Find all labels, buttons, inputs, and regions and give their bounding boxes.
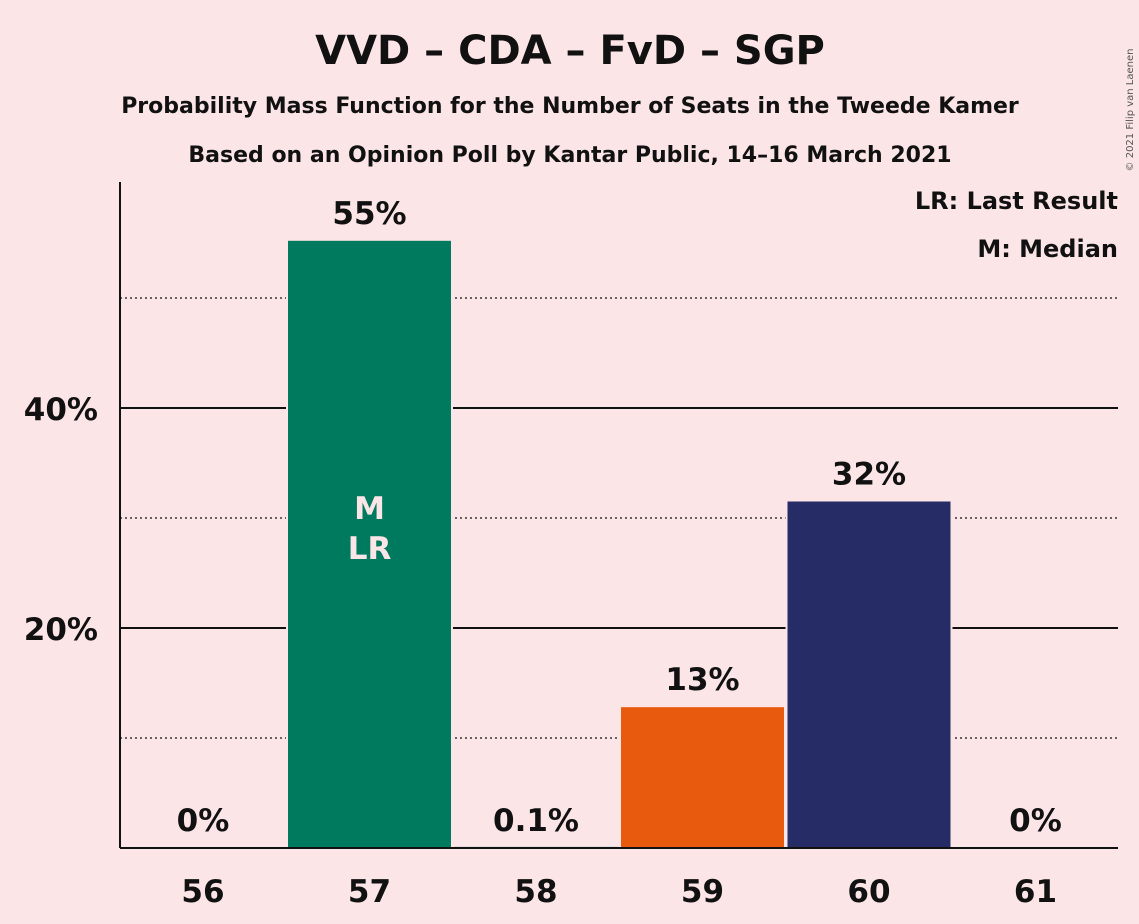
value-label: 55% (332, 196, 406, 232)
y-tick-label: 40% (24, 392, 98, 428)
x-tick-label: 61 (1014, 874, 1057, 910)
chart-subtitle: Probability Mass Function for the Number… (121, 94, 1019, 119)
legend-last-result: LR: Last Result (915, 187, 1118, 215)
chart-title: VVD – CDA – FvD – SGP (315, 28, 825, 74)
value-label: 0.1% (493, 803, 579, 839)
legend-median: M: Median (977, 235, 1118, 263)
median-marker: M (354, 491, 385, 527)
copyright-text: © 2021 Filip van Laenen (1125, 49, 1136, 172)
x-tick-label: 58 (514, 874, 557, 910)
value-label: 13% (665, 662, 739, 698)
axes: 20% 40% 56 57 58 59 60 61 (24, 182, 1118, 910)
y-tick-label: 20% (24, 612, 98, 648)
last-result-marker: LR (348, 531, 392, 567)
x-tick-label: 60 (847, 874, 890, 910)
value-label: 0% (177, 803, 230, 839)
bars (286, 240, 953, 849)
chart-subtitle-source: Based on an Opinion Poll by Kantar Publi… (188, 143, 951, 168)
bar (288, 240, 451, 849)
bar (621, 707, 784, 848)
gridlines (120, 297, 1118, 739)
x-tick-label: 57 (348, 874, 391, 910)
x-tick-label: 56 (181, 874, 224, 910)
value-labels: 0% 55% M LR 0.1% 13% 32% 0% (177, 196, 1062, 839)
value-label: 32% (832, 457, 906, 493)
x-tick-label: 59 (681, 874, 724, 910)
bar (787, 501, 951, 848)
value-label: 0% (1009, 803, 1062, 839)
